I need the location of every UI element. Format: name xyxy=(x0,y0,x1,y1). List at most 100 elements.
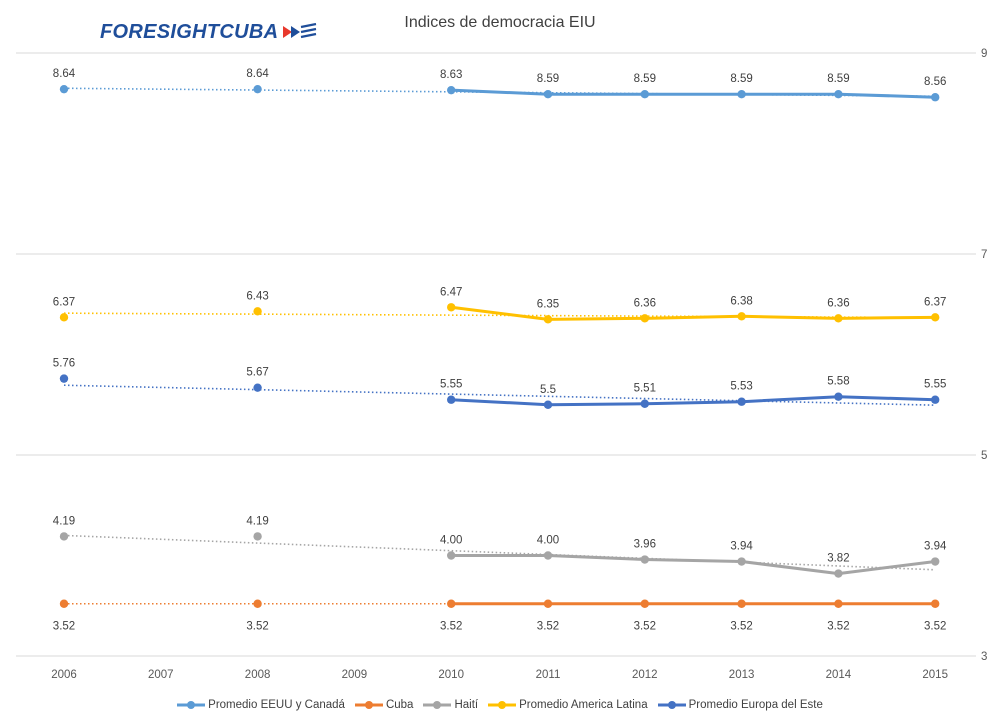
data-label: 3.94 xyxy=(730,541,753,553)
legend-item: Promedio America Latina xyxy=(488,699,648,711)
data-label: 3.52 xyxy=(440,621,462,633)
legend-label: Cuba xyxy=(385,699,414,711)
data-point xyxy=(737,397,746,406)
data-label: 8.59 xyxy=(827,73,849,85)
legend-line-marker-icon xyxy=(423,701,452,709)
data-point xyxy=(931,313,940,322)
data-point xyxy=(931,395,940,404)
data-point xyxy=(834,90,843,99)
data-point xyxy=(931,557,940,566)
data-point xyxy=(543,90,553,99)
x-tick-label: 2009 xyxy=(342,669,368,681)
data-point xyxy=(59,84,69,94)
x-tick-label: 2010 xyxy=(438,669,464,681)
data-point xyxy=(543,599,553,608)
series-line-4 xyxy=(451,395,936,407)
x-tick-label: 2014 xyxy=(826,669,852,681)
x-tick-label: 2015 xyxy=(922,669,948,681)
legend-line-marker-icon xyxy=(657,701,686,709)
data-point xyxy=(447,395,456,404)
data-point xyxy=(59,532,69,541)
series-line-3 xyxy=(451,305,936,321)
data-label: 3.52 xyxy=(827,621,849,633)
data-label: 4.00 xyxy=(537,535,559,547)
legend-item: Promedio Europa del Este xyxy=(657,699,823,711)
legend-item: Promedio EEUU y Canadá xyxy=(177,699,345,711)
data-point xyxy=(834,392,843,401)
data-label: 6.36 xyxy=(634,297,656,309)
y-tick-label: 9 xyxy=(981,48,987,60)
legend-label: Haití xyxy=(454,699,479,711)
data-label: 6.37 xyxy=(924,296,946,308)
data-label: 6.38 xyxy=(730,295,752,307)
logo-text: FORESIGHTCUBA xyxy=(100,20,279,43)
data-point xyxy=(931,93,940,102)
trendline-0 xyxy=(63,87,936,98)
y-tick-label: 7 xyxy=(981,249,987,261)
trendline-2 xyxy=(63,534,936,571)
data-point xyxy=(253,307,262,316)
x-tick-label: 2008 xyxy=(245,669,271,681)
data-label: 3.96 xyxy=(634,539,656,551)
data-label: 3.94 xyxy=(924,541,947,553)
data-point xyxy=(834,314,843,323)
legend-label: Promedio America Latina xyxy=(519,699,648,711)
data-label: 5.76 xyxy=(53,358,75,370)
data-label: 4.00 xyxy=(440,535,462,547)
data-point xyxy=(447,85,456,95)
data-point xyxy=(737,312,746,321)
data-point xyxy=(447,599,456,608)
data-label: 8.64 xyxy=(53,68,76,80)
legend-line-marker-icon xyxy=(177,701,206,709)
chart-legend: Promedio EEUU y Canadá Cuba Haití Promedio … xyxy=(0,694,1000,716)
data-label: 8.63 xyxy=(440,69,462,81)
data-label: 3.52 xyxy=(537,621,559,633)
y-tick-label: 3 xyxy=(981,651,987,663)
data-point xyxy=(737,90,746,99)
data-label: 6.43 xyxy=(246,290,268,302)
data-label: 8.64 xyxy=(246,68,269,80)
data-label: 5.55 xyxy=(924,379,946,391)
data-label: 8.59 xyxy=(634,73,656,85)
data-label: 5.53 xyxy=(730,381,752,393)
legend-label: Promedio EEUU y Canadá xyxy=(208,699,345,711)
x-tick-label: 2012 xyxy=(632,669,658,681)
legend-label: Promedio Europa del Este xyxy=(688,699,823,711)
data-point xyxy=(834,599,843,608)
data-label: 8.59 xyxy=(730,73,752,85)
trendline-4 xyxy=(63,384,936,406)
x-tick-label: 2007 xyxy=(148,669,174,681)
data-point xyxy=(543,551,553,560)
data-point xyxy=(640,555,649,564)
data-point xyxy=(640,399,649,408)
data-point xyxy=(640,90,649,99)
data-label: 6.37 xyxy=(53,296,75,308)
data-point xyxy=(931,599,940,608)
data-point xyxy=(253,599,262,608)
data-label: 5.55 xyxy=(440,379,462,391)
data-point xyxy=(543,315,553,324)
legend-item: Cuba xyxy=(354,699,414,711)
legend-line-marker-icon xyxy=(488,701,517,709)
data-point xyxy=(640,314,649,323)
data-point xyxy=(59,313,69,322)
trendline-3 xyxy=(63,312,936,319)
data-point xyxy=(59,599,69,608)
series-line-2 xyxy=(451,554,936,576)
x-tick-label: 2013 xyxy=(729,669,755,681)
data-label: 4.19 xyxy=(53,515,75,527)
data-point xyxy=(253,532,262,541)
data-label: 8.59 xyxy=(537,73,559,85)
flag-stripes-icon xyxy=(283,23,317,39)
data-label: 3.52 xyxy=(634,621,656,633)
data-point xyxy=(543,400,553,409)
chart-title: Indices de democracia EIU xyxy=(404,14,596,31)
data-label: 6.36 xyxy=(827,297,849,309)
x-tick-label: 2006 xyxy=(51,669,77,681)
foresightcuba-logo: FORESIGHTCUBA xyxy=(100,16,317,48)
data-label: 4.19 xyxy=(246,515,268,527)
data-point xyxy=(447,551,456,560)
data-label: 3.52 xyxy=(730,621,752,633)
data-point xyxy=(737,557,746,566)
